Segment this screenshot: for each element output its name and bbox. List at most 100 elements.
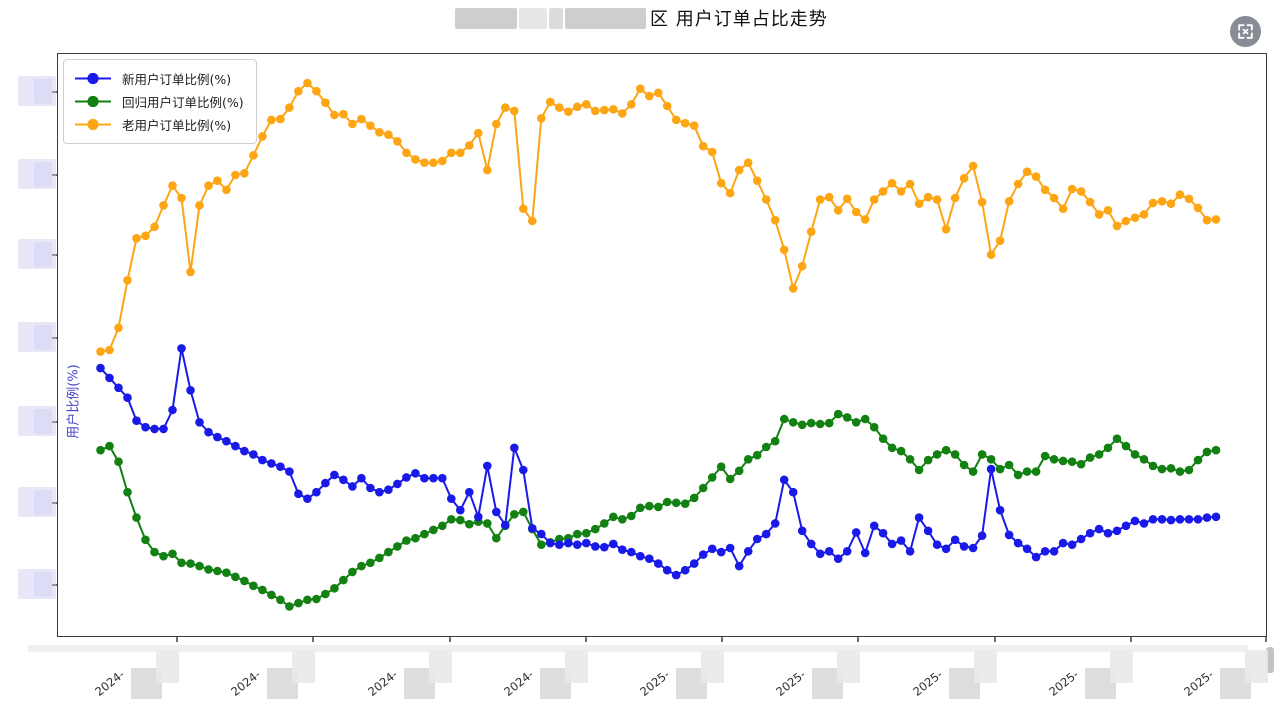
data-point	[366, 483, 375, 493]
data-point	[528, 524, 537, 533]
x-tick-redaction-block	[429, 650, 452, 683]
y-tick-redaction-block	[34, 162, 52, 187]
data-point	[231, 441, 240, 451]
data-point	[824, 547, 834, 556]
data-point	[402, 473, 411, 482]
data-point	[1112, 526, 1122, 536]
data-point	[743, 158, 753, 167]
data-point	[1040, 185, 1050, 195]
data-point	[797, 261, 807, 271]
data-point	[348, 567, 357, 577]
data-point	[959, 460, 969, 470]
data-point	[537, 114, 546, 123]
x-tick-redaction-block	[565, 650, 588, 683]
scrollbar-thumb[interactable]	[1266, 647, 1274, 673]
data-point	[1112, 221, 1122, 231]
data-point	[141, 422, 150, 432]
data-point	[276, 595, 285, 605]
chart-legend: 新用户订单比例(%) 回归用户订单比例(%) 老用户订单比例(%)	[63, 59, 257, 144]
data-point	[1121, 521, 1131, 531]
data-point	[878, 434, 888, 444]
data-point	[986, 455, 996, 464]
data-point	[528, 216, 537, 226]
data-point	[240, 169, 249, 178]
data-point	[770, 436, 780, 446]
data-point	[222, 568, 231, 577]
data-point	[977, 531, 987, 540]
line-marker-icon	[73, 72, 113, 85]
data-point	[627, 100, 636, 109]
data-point	[573, 102, 582, 112]
data-point	[285, 467, 294, 476]
legend-label: 老用户订单比例(%)	[122, 118, 232, 133]
data-point	[438, 473, 447, 483]
data-point	[662, 565, 672, 575]
data-point	[357, 114, 366, 124]
data-point	[159, 551, 168, 561]
data-point	[267, 590, 276, 600]
data-point	[923, 526, 933, 536]
data-point	[465, 141, 474, 150]
data-point	[420, 473, 429, 483]
data-point	[941, 224, 951, 234]
data-point	[222, 436, 231, 446]
data-point	[1148, 198, 1158, 208]
legend-item-returning-users: 回归用户订单比例(%)	[73, 90, 244, 113]
data-point	[303, 78, 312, 88]
data-point	[833, 554, 843, 563]
x-tick-redaction-block	[156, 650, 179, 683]
y-tick-redaction-block	[34, 79, 52, 104]
data-point	[456, 515, 465, 525]
data-point	[752, 450, 762, 460]
data-point	[312, 487, 321, 497]
y-tick-redaction-block	[34, 572, 52, 597]
data-point	[627, 547, 636, 557]
data-point	[752, 534, 762, 544]
data-point	[1130, 450, 1140, 459]
data-point	[276, 114, 285, 124]
data-point	[995, 464, 1005, 474]
data-point	[195, 418, 204, 427]
data-point	[1004, 530, 1014, 540]
title-redaction-block	[565, 8, 646, 29]
data-point	[932, 540, 942, 549]
data-point	[1103, 443, 1113, 453]
data-point	[591, 524, 600, 534]
legend-label: 新用户订单比例(%)	[122, 72, 232, 87]
data-point	[851, 207, 861, 217]
data-point	[896, 446, 906, 456]
data-point	[123, 487, 132, 497]
data-point	[680, 499, 690, 509]
data-point	[1094, 210, 1104, 219]
data-point	[968, 543, 978, 553]
fullscreen-button[interactable]	[1230, 16, 1261, 47]
data-point	[806, 539, 816, 549]
data-point	[986, 250, 996, 259]
data-point	[168, 181, 177, 190]
data-point	[483, 461, 492, 471]
data-point	[788, 418, 798, 427]
data-point	[806, 227, 816, 236]
data-point	[689, 121, 699, 130]
data-point	[1067, 540, 1077, 549]
data-point	[1103, 206, 1113, 215]
data-point	[941, 544, 951, 554]
data-point	[600, 519, 609, 528]
data-point	[1058, 204, 1068, 213]
data-point	[689, 559, 699, 568]
data-point	[393, 479, 402, 489]
horizontal-scrollbar-track	[28, 645, 1248, 652]
data-point	[618, 545, 627, 554]
data-point	[788, 487, 798, 497]
data-point	[555, 540, 564, 549]
data-point	[258, 585, 267, 595]
data-point	[564, 107, 573, 116]
data-point	[114, 323, 123, 333]
data-point	[501, 103, 510, 112]
data-point	[680, 565, 690, 575]
data-point	[168, 549, 177, 559]
data-point	[1013, 179, 1023, 189]
data-point	[815, 195, 825, 204]
data-point	[761, 529, 771, 539]
data-point	[195, 201, 204, 210]
